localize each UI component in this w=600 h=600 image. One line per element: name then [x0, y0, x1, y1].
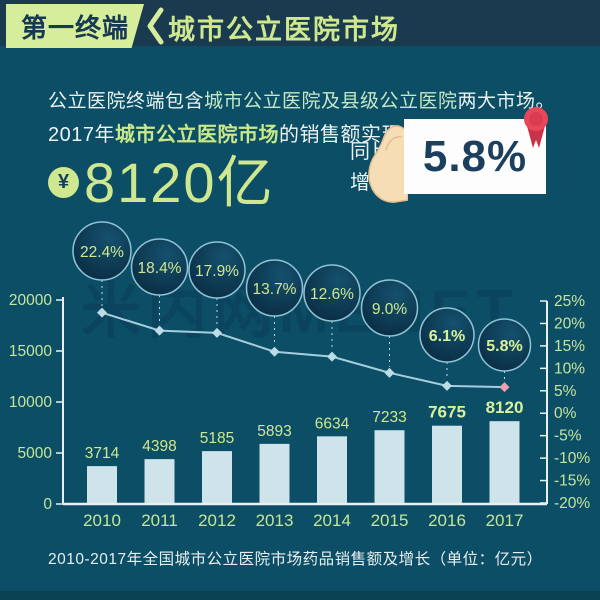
- line-marker-2014: [327, 351, 337, 362]
- growth-bubble-label-2012: 17.9%: [195, 263, 239, 280]
- left-axis-label: 0: [43, 496, 52, 513]
- growth-bubble-label-2014: 12.6%: [310, 286, 354, 303]
- right-axis-label: -15%: [554, 473, 590, 490]
- right-axis-label: -5%: [554, 428, 582, 445]
- yuan-coin-icon: ¥: [48, 167, 79, 198]
- intro-line-2-highlight: 城市公立医院市场: [115, 124, 279, 146]
- right-axis-label: 15%: [554, 338, 585, 355]
- chart-caption: 2010-2017年全国城市公立医院市场药品销售额及增长（单位：亿元）: [48, 551, 543, 568]
- growth-line: [101, 311, 505, 389]
- bar-2012: [202, 451, 232, 504]
- hand-icon: [368, 125, 408, 203]
- growth-bubble-2010: [72, 221, 132, 281]
- right-axis-label: 20%: [554, 315, 585, 332]
- chevron-left-icon: [147, 7, 164, 45]
- intro-line-1-highlight: 城市公立医院及县级公立医院: [204, 91, 458, 112]
- page-title: 城市公立医院市场: [168, 15, 400, 45]
- line-marker-2013: [269, 346, 280, 357]
- growth-bubble-2014: [303, 264, 361, 322]
- bar-value-2017: 8120: [486, 398, 524, 417]
- growth-bubble-label-2017: 5.8%: [486, 338, 522, 355]
- left-axis-label: 15000: [9, 343, 52, 360]
- intro-line-1-post: 两大市场。: [457, 91, 556, 112]
- growth-bubble-label-2011: 18.4%: [138, 260, 182, 277]
- growth-bubble-label-2016: 6.1%: [429, 328, 465, 345]
- growth-bubble-label-2013: 13.7%: [253, 281, 297, 298]
- badge-label: 第一终端: [20, 12, 129, 43]
- growth-bubble-2017: [477, 318, 532, 372]
- growth-bubble-2012: [188, 241, 246, 299]
- sales-amount: 8120亿: [84, 151, 275, 214]
- bottom-strip: [0, 591, 600, 600]
- growth-bubble-label-2015: 9.0%: [372, 301, 408, 318]
- right-axis-label: 5%: [554, 383, 577, 400]
- bar-value-2014: 6634: [315, 415, 350, 432]
- growth-value: 5.8%: [422, 131, 528, 181]
- year-label-2016: 2016: [428, 511, 466, 530]
- line-marker-2016: [442, 380, 452, 391]
- left-axis-label: 20000: [9, 292, 52, 309]
- line-marker-2011: [154, 325, 165, 336]
- bar-2011: [144, 459, 175, 504]
- left-axis-label: 10000: [9, 394, 52, 411]
- growth-bubble-label-2010: 22.4%: [80, 244, 124, 261]
- growth-bubble-2011: [130, 238, 189, 296]
- bar-value-2016: 7675: [428, 403, 466, 422]
- line-marker-2012: [212, 327, 222, 338]
- bar-2014: [317, 436, 347, 504]
- left-axis-label: 5000: [18, 445, 53, 462]
- year-label-2010: 2010: [83, 511, 121, 530]
- intro-line-1: 公立医院终端包含城市公立医院及县级公立医院两大市场。: [48, 86, 555, 113]
- bar-value-2013: 5893: [257, 423, 291, 440]
- right-axis-label: 25%: [554, 293, 585, 310]
- bar-value-2010: 3714: [85, 445, 120, 462]
- right-axis-label: -20%: [554, 495, 590, 512]
- badge-ribbon: 第一终端: [6, 4, 144, 48]
- year-label-2012: 2012: [198, 511, 236, 530]
- right-axis-label: 0%: [554, 405, 577, 422]
- header-band: 第一终端 城市公立医院市场: [0, 0, 600, 48]
- intro-line-1-pre: 公立医院终端包含: [48, 91, 205, 112]
- year-label-2015: 2015: [371, 511, 409, 530]
- bar-2015: [374, 430, 405, 504]
- year-label-2017: 2017: [486, 511, 524, 530]
- right-axis-label: 10%: [554, 360, 585, 377]
- growth-bubble-2015: [360, 279, 419, 337]
- intro-line-2: 2017年城市公立医院市场的销售额实现: [48, 118, 402, 147]
- award-ribbon-icon: [524, 107, 548, 148]
- bar-2017: [489, 421, 520, 504]
- year-label-2011: 2011: [141, 511, 178, 530]
- bar-2016: [432, 425, 462, 504]
- line-marker-2017: [499, 382, 510, 393]
- growth-card: 5.8%: [404, 119, 546, 194]
- bar-2010: [87, 466, 117, 504]
- growth-bubble-2013: [245, 259, 304, 317]
- year-label-2014: 2014: [313, 511, 351, 530]
- line-marker-2015: [384, 367, 395, 378]
- line-marker-2010: [97, 307, 107, 318]
- intro-line-2-pre: 2017年: [48, 124, 115, 146]
- intro-line-2-post: 的销售额实现: [279, 124, 402, 146]
- yuan-symbol: ¥: [57, 171, 70, 193]
- bar-value-2015: 7233: [372, 409, 406, 426]
- bar-value-2011: 4398: [142, 438, 176, 455]
- bar-2013: [259, 443, 290, 504]
- right-axis-label: -10%: [554, 450, 590, 467]
- year-label-2013: 2013: [256, 511, 294, 530]
- growth-bubble-2016: [419, 307, 475, 363]
- bar-value-2012: 5185: [200, 430, 234, 447]
